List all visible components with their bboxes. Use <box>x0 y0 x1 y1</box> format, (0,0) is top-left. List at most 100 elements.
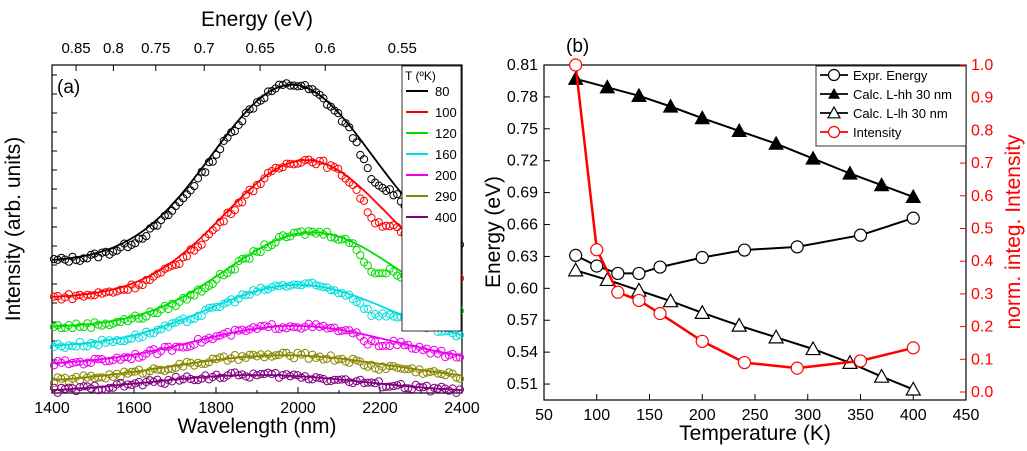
data-point <box>230 265 239 274</box>
data-point <box>433 369 442 378</box>
legend-marker <box>827 68 841 82</box>
data-point <box>293 159 302 168</box>
data-point <box>219 217 228 226</box>
data-point <box>190 182 199 191</box>
panel-a-x-ticks: 1400 1600 1800 2000 2200 2400 <box>34 387 480 417</box>
data-point <box>371 379 380 388</box>
data-point <box>127 380 136 389</box>
data-point <box>252 247 262 256</box>
data-point <box>275 164 284 173</box>
data-point <box>134 314 143 323</box>
data-point <box>768 329 785 344</box>
data-point <box>149 309 158 318</box>
data-point <box>134 353 143 362</box>
series-group <box>567 70 922 203</box>
data-point <box>201 359 210 368</box>
data-point <box>271 351 280 360</box>
data-point <box>249 286 258 295</box>
data-point <box>252 180 262 190</box>
panel-a: 1400 1600 1800 2000 2200 2400 0.85 0.8 0.75 0.7 0… <box>2 8 480 438</box>
data-point <box>256 179 265 188</box>
data-point <box>452 332 461 341</box>
x-tick-label: 2200 <box>362 400 398 417</box>
data-point <box>97 289 107 298</box>
data-point <box>363 164 372 173</box>
data-point <box>57 374 66 383</box>
data-point <box>138 369 147 378</box>
data-point <box>123 335 132 344</box>
data-point <box>86 323 96 332</box>
data-point <box>245 254 254 263</box>
data-point <box>79 254 88 263</box>
series-80-group <box>49 79 464 266</box>
panel-b: 50 100 150 200 250 300 350 400 450 0.510.540.570… <box>482 36 1025 445</box>
data-point <box>186 290 195 299</box>
data-point <box>367 213 376 222</box>
data-point <box>873 177 890 192</box>
data-point <box>171 260 180 269</box>
data-point <box>437 346 446 355</box>
x-tick-label: 50 <box>535 407 553 424</box>
data-point <box>127 367 136 376</box>
panel-a-top-axis-title: Energy (eV) <box>201 8 313 31</box>
data-point <box>289 160 298 169</box>
panel-a-x-axis-title: Wavelength (nm) <box>177 415 336 438</box>
top-tick-label: 0.75 <box>141 40 170 57</box>
data-point <box>768 135 784 150</box>
data-point <box>223 208 232 217</box>
data-point <box>356 251 365 260</box>
data-point <box>437 370 446 379</box>
data-point <box>426 367 435 376</box>
data-point <box>64 383 73 392</box>
data-point <box>238 198 247 207</box>
data-point <box>326 286 335 295</box>
panel-b-legend: Expr. Energy Calc. L-hh 30 nm Calc. L-lh 3… <box>815 65 967 147</box>
data-point <box>227 128 236 137</box>
data-point <box>212 355 221 364</box>
data-point <box>694 304 711 319</box>
data-point <box>455 353 464 362</box>
data-point <box>142 327 151 336</box>
data-point <box>297 324 306 333</box>
data-point <box>238 117 247 126</box>
data-point <box>134 280 143 289</box>
y-tick-label: 0.57 <box>507 312 538 329</box>
x-tick-label: 2000 <box>280 400 316 417</box>
series-group <box>569 211 920 281</box>
data-point <box>204 158 214 167</box>
legend-label: 290 <box>435 189 457 204</box>
y2-tick-label: 0.3 <box>971 286 993 303</box>
data-point <box>378 269 387 278</box>
y-tick-label: 0.66 <box>507 217 538 234</box>
data-point <box>182 357 191 366</box>
y-tick-label: 0.69 <box>507 185 538 202</box>
data-point <box>311 281 321 290</box>
data-point <box>906 211 920 225</box>
legend-marker <box>828 88 840 99</box>
data-point <box>234 198 243 207</box>
top-tick-label: 0.7 <box>194 40 215 57</box>
data-point <box>330 356 339 365</box>
data-point <box>153 269 162 278</box>
data-point <box>315 156 324 166</box>
x-tick-label: 350 <box>847 407 874 424</box>
y2-tick-label: 0.2 <box>971 319 993 336</box>
data-point <box>157 216 166 225</box>
data-point <box>123 353 132 362</box>
x-tick-label: 1400 <box>34 400 70 417</box>
data-point <box>304 279 313 288</box>
y2-tick-label: 0.7 <box>971 155 993 172</box>
data-point <box>227 265 236 274</box>
data-point <box>109 319 118 328</box>
data-point <box>371 219 380 228</box>
data-point <box>249 187 258 196</box>
data-point <box>160 342 169 351</box>
data-point <box>315 322 324 331</box>
x-tick-label: 200 <box>689 407 716 424</box>
legend-label: 160 <box>435 147 457 162</box>
data-point <box>212 275 221 284</box>
data-point <box>873 368 890 383</box>
data-point <box>319 283 328 292</box>
data-point <box>304 375 313 384</box>
